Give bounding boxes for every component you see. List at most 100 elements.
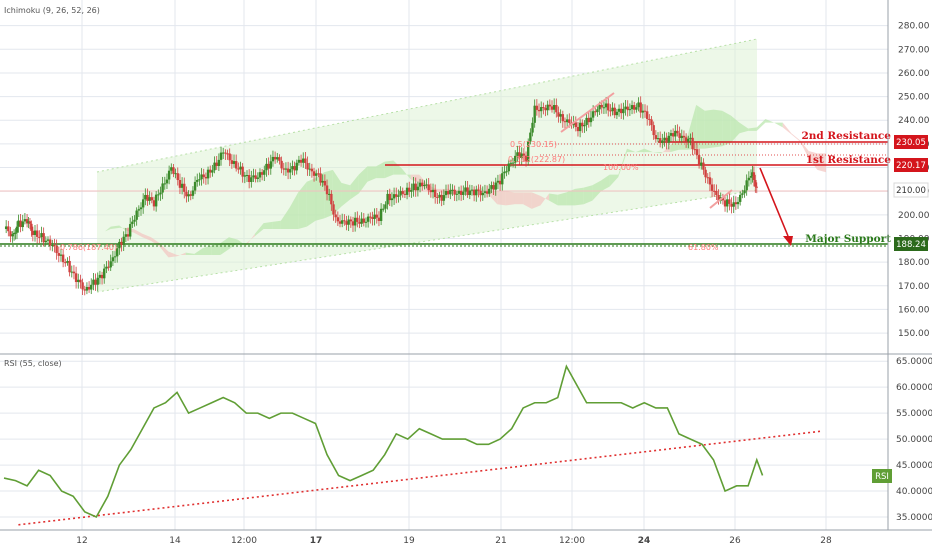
candle-body	[55, 246, 58, 254]
candle-body	[728, 199, 731, 204]
candle-body	[144, 194, 147, 200]
candle-body	[611, 107, 614, 112]
candle-body	[48, 239, 52, 246]
candle-body	[661, 140, 664, 143]
candle-body	[51, 245, 54, 247]
candle-body	[222, 152, 225, 154]
candle-body	[375, 214, 378, 218]
cloud-segment	[739, 122, 749, 134]
cloud-segment	[609, 174, 619, 187]
candle-body	[680, 135, 683, 138]
candle-body	[176, 173, 179, 181]
candle-body	[321, 180, 324, 183]
candle-body	[591, 111, 595, 118]
candle-body	[397, 195, 400, 197]
candle-body	[548, 104, 552, 107]
cloud-segment	[263, 221, 273, 230]
cloud-segment	[393, 160, 403, 175]
rsi-axis[interactable]: 65.0000 60.0000 55.0000 50.0000 45.0000 40.00…	[896, 357, 932, 523]
candlestick-series	[4, 96, 758, 296]
badge-second-resistance: 230.05	[894, 135, 928, 149]
rsi-label: RSI (55, close)	[4, 359, 62, 368]
badge-major-support: 188.24	[894, 237, 928, 251]
candle-body	[232, 161, 236, 164]
fib-label-05: 0.5(230.15)	[510, 140, 557, 149]
candle-body	[589, 117, 593, 123]
cloud-segment	[722, 110, 731, 147]
cloud-segment	[341, 182, 351, 207]
candle-body	[663, 137, 666, 141]
candle-body	[286, 168, 290, 173]
candle-body	[388, 193, 391, 201]
channel-bottom-line	[96, 189, 758, 293]
cloud-segment	[644, 148, 653, 153]
candle-body	[265, 163, 268, 171]
candle-body	[429, 190, 433, 193]
candle-body	[44, 240, 48, 243]
candle-body	[568, 119, 571, 123]
channel-top-line	[96, 38, 758, 173]
price-axis[interactable]: 280.00270.00260.00250.00240.00230.00220.…	[898, 22, 930, 339]
candle-body	[371, 217, 374, 219]
candle-body	[178, 180, 182, 188]
candle-body	[317, 173, 320, 175]
candle-body	[198, 179, 201, 181]
candle-body	[83, 289, 86, 291]
candle-body	[154, 194, 158, 207]
candle-body	[74, 273, 78, 283]
candle-body	[159, 192, 162, 195]
candle-body	[392, 194, 396, 199]
candle-body	[674, 130, 677, 137]
candle-body	[98, 274, 102, 278]
candle-body	[494, 182, 497, 190]
candle-body	[14, 232, 17, 234]
candle-body	[133, 219, 136, 222]
candle-body	[689, 137, 692, 139]
candle-body	[230, 160, 234, 164]
candle-body	[444, 191, 448, 196]
candle-body	[25, 219, 29, 224]
candle-body	[747, 177, 751, 181]
candle-body	[85, 286, 89, 291]
candle-body	[180, 183, 184, 188]
candle-body	[559, 114, 562, 117]
candle-body	[609, 110, 612, 112]
candle-body	[425, 184, 428, 186]
candle-body	[336, 217, 340, 222]
candle-body	[706, 177, 709, 179]
cloud-segment	[575, 187, 584, 206]
candle-body	[340, 220, 344, 224]
candle-body	[628, 109, 632, 111]
candle-body	[687, 138, 690, 142]
cloud-segment	[142, 233, 152, 241]
candle-body	[416, 186, 420, 191]
candle-body	[358, 221, 361, 224]
candle-body	[338, 221, 342, 224]
candle-body	[124, 234, 128, 237]
candle-body	[157, 194, 160, 196]
cloud-segment	[774, 122, 783, 128]
candle-body	[139, 207, 143, 210]
candle-body	[648, 118, 651, 120]
candle-body	[94, 279, 97, 285]
candle-body	[269, 161, 272, 169]
candle-body	[669, 133, 673, 136]
candle-body	[217, 159, 221, 166]
candle-body	[109, 261, 112, 268]
candle-body	[511, 162, 515, 164]
candle-body	[349, 219, 353, 222]
candle-body	[319, 173, 322, 183]
candle-body	[459, 190, 463, 195]
cloud-segment	[280, 207, 290, 230]
candle-body	[211, 170, 214, 173]
cloud-segment	[168, 251, 178, 258]
candle-body	[356, 217, 359, 222]
time-axis[interactable]: 12 14 12:00 17 19 21 12:00 24 26 28	[76, 536, 832, 546]
cloud-segment	[177, 252, 186, 257]
candle-body	[717, 195, 720, 201]
time-tick-label: 28	[820, 536, 832, 546]
candle-body	[436, 197, 439, 199]
candle-body	[752, 172, 756, 180]
rsi-tick-label: 55.0000	[896, 409, 932, 419]
candle-body	[682, 135, 686, 138]
